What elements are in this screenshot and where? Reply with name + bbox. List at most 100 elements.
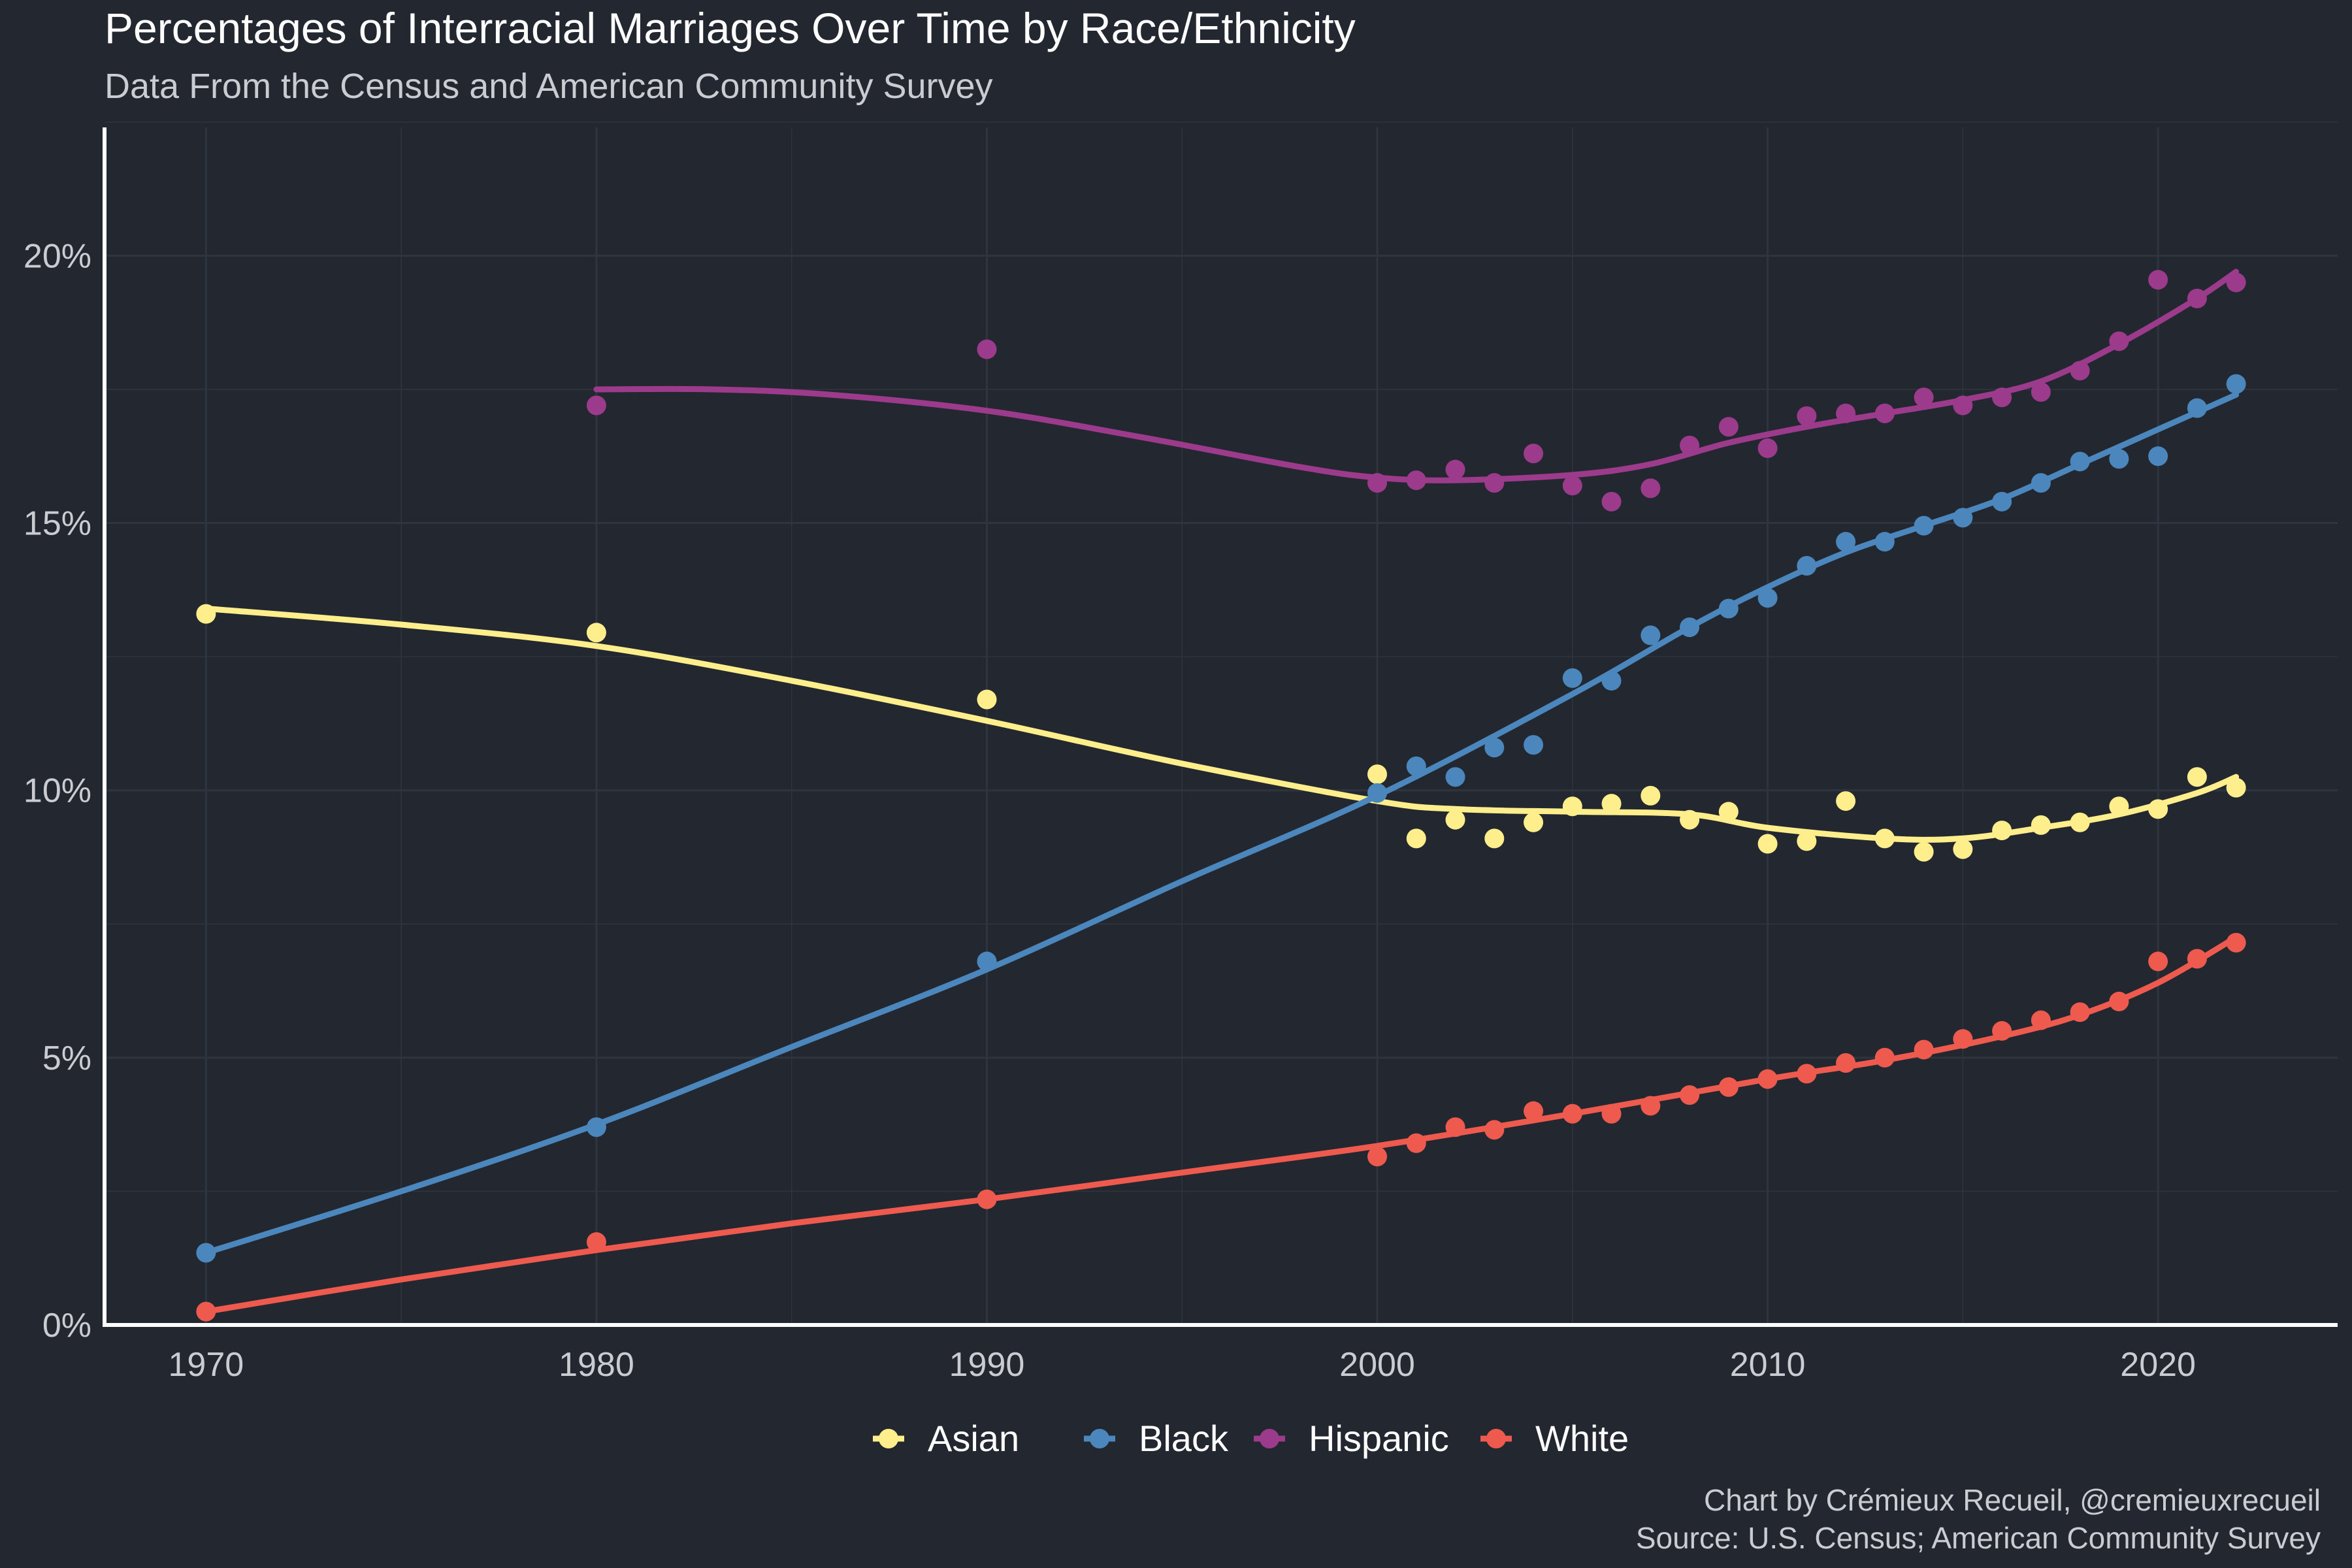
data-point-black: [2148, 446, 2168, 466]
data-point-white: [2226, 932, 2246, 953]
data-point-hispanic: [2148, 270, 2168, 290]
gridlines: [105, 122, 2338, 1326]
trend-line-hispanic: [593, 269, 2240, 483]
data-point-hispanic: [1757, 438, 1778, 458]
data-point-asian: [1680, 809, 1700, 830]
data-point-asian: [2226, 777, 2246, 798]
data-point-asian: [1874, 828, 1895, 849]
caption-credit: Chart by Crémieux Recueil, @cremieuxrecu…: [1704, 1483, 2321, 1517]
legend-label: White: [1535, 1418, 1629, 1459]
data-point-black: [1406, 756, 1426, 776]
data-point-white: [2070, 1002, 2090, 1022]
data-point-white: [1406, 1133, 1426, 1153]
data-point-hispanic: [1953, 395, 1973, 416]
x-tick-label: 1990: [949, 1346, 1025, 1384]
data-point-white: [1992, 1021, 2012, 1041]
data-point-white: [2109, 991, 2129, 1011]
tick-labels: 0% 5% 10% 15% 20% 1970 1980 1990 2000 2010 2020: [24, 237, 2196, 1384]
data-point-hispanic: [1641, 478, 1661, 498]
data-point-black: [1797, 556, 1817, 576]
y-tick-label: 15%: [24, 505, 91, 543]
data-point-white: [2031, 1010, 2051, 1030]
legend-key-dot: [1090, 1429, 1109, 1448]
data-point-asian: [2148, 799, 2168, 819]
data-point-black: [586, 1117, 606, 1137]
data-point-hispanic: [1836, 403, 1856, 423]
legend: Asian Black Hispanic White: [873, 1418, 1629, 1459]
data-point-black: [1641, 625, 1661, 645]
data-point-hispanic: [1524, 444, 1544, 464]
data-point-asian: [1992, 821, 2012, 841]
x-tick-label: 1980: [559, 1346, 634, 1384]
data-point-black: [1874, 532, 1895, 552]
data-point-hispanic: [1484, 473, 1505, 493]
data-point-black: [1367, 783, 1388, 803]
legend-item-black: Black: [1084, 1418, 1229, 1459]
data-point-white: [1836, 1053, 1856, 1073]
data-point-asian: [2031, 815, 2051, 835]
data-point-asian: [1836, 791, 1856, 811]
legend-item-asian: Asian: [873, 1418, 1019, 1459]
data-point-asian: [2187, 767, 2207, 787]
trend-line-asian: [203, 606, 2240, 843]
data-point-hispanic: [1874, 403, 1895, 423]
data-point-black: [1953, 508, 1973, 528]
data-point-black: [1718, 598, 1739, 619]
data-point-black: [2109, 449, 2129, 469]
data-point-white: [1757, 1069, 1778, 1089]
data-point-black: [1524, 735, 1544, 755]
data-point-asian: [1367, 764, 1388, 785]
trend-line-white: [203, 934, 2240, 1315]
data-point-asian: [196, 604, 216, 624]
data-point-hispanic: [977, 339, 997, 359]
data-point-white: [1601, 1103, 1622, 1124]
data-point-black: [1445, 767, 1465, 787]
data-point-black: [2070, 451, 2090, 472]
data-point-asian: [1953, 839, 1973, 859]
axes: [103, 127, 2338, 1327]
x-tick-label: 2000: [1339, 1346, 1415, 1384]
data-point-hispanic: [1445, 459, 1465, 480]
data-point-black: [1992, 491, 2012, 512]
chart-subtitle: Data From the Census and American Commun…: [105, 67, 993, 106]
trend-lines: [203, 269, 2240, 1315]
data-point-black: [1562, 668, 1582, 688]
data-point-hispanic: [1562, 476, 1582, 496]
data-point-black: [2187, 398, 2207, 418]
data-point-hispanic: [1680, 435, 1700, 455]
data-point-asian: [1718, 802, 1739, 822]
data-point-white: [1914, 1039, 1934, 1060]
legend-label: Asian: [928, 1418, 1019, 1459]
data-points: [196, 270, 2246, 1322]
data-point-white: [1641, 1096, 1661, 1116]
data-point-hispanic: [1601, 491, 1622, 512]
data-point-asian: [1445, 809, 1465, 830]
data-point-white: [1718, 1077, 1739, 1097]
data-point-asian: [1797, 831, 1817, 851]
data-point-black: [1757, 588, 1778, 608]
data-point-asian: [1757, 834, 1778, 854]
data-point-black: [196, 1243, 216, 1263]
data-point-asian: [1406, 828, 1426, 849]
data-point-white: [1562, 1103, 1582, 1124]
data-point-asian: [586, 623, 606, 643]
data-point-white: [1953, 1029, 1973, 1049]
x-tick-label: 2020: [2120, 1346, 2196, 1384]
data-point-hispanic: [2109, 331, 2129, 351]
data-point-white: [2187, 949, 2207, 969]
x-tick-label: 2010: [1730, 1346, 1806, 1384]
data-point-black: [1680, 617, 1700, 638]
legend-item-hispanic: Hispanic: [1254, 1418, 1449, 1459]
data-point-black: [1484, 738, 1505, 758]
legend-key-dot: [1486, 1429, 1506, 1448]
data-point-asian: [977, 689, 997, 710]
data-point-white: [1874, 1047, 1895, 1068]
data-point-asian: [1641, 785, 1661, 806]
data-point-white: [1484, 1120, 1505, 1140]
legend-item-white: White: [1480, 1418, 1629, 1459]
data-point-hispanic: [2226, 272, 2246, 293]
data-point-black: [1601, 670, 1622, 691]
data-point-asian: [1524, 812, 1544, 832]
data-point-asian: [1562, 796, 1582, 817]
